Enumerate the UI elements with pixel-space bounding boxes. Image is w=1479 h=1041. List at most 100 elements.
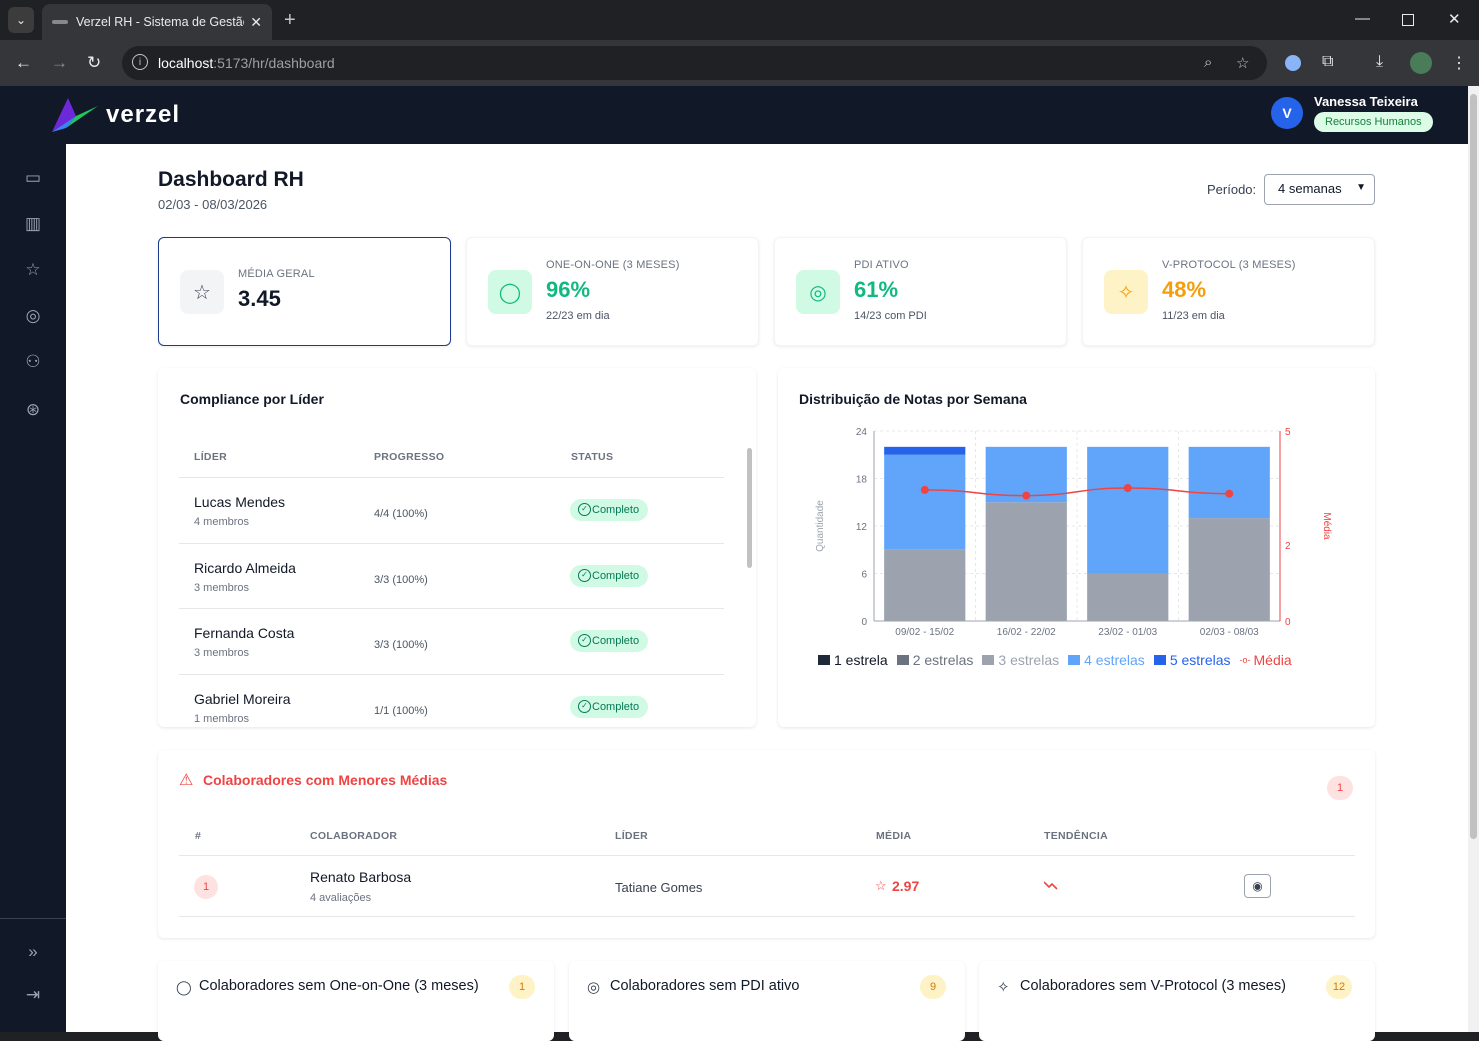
sidebar: ▭ ▥ ☆ ◎ ⚇ ⊛ » ⇥ [0,144,66,1032]
reload-icon[interactable]: ↻ [87,53,102,72]
card-label: V-PROTOCOL (3 MESES) [1162,259,1296,271]
panel-title: Colaboradores sem V-Protocol (3 meses) [1020,978,1286,994]
x-tick-label: 02/03 - 08/03 [1200,627,1259,638]
star-icon[interactable]: ☆ [25,260,41,279]
user-name: Vanessa Teixeira [1314,94,1418,109]
average-point [1123,484,1132,492]
employee-evals: 4 avaliações [310,892,372,904]
back-icon[interactable]: ← [15,53,32,72]
bar-segment [1087,573,1169,621]
download-icon[interactable]: ⤓ [1376,53,1384,70]
browser-tab[interactable]: Verzel RH - Sistema de Gestão d ✕ [42,4,272,40]
profile-avatar[interactable] [1410,52,1432,74]
address-bar[interactable]: i localhost:5173/hr/dashboard ⌕ ☆ [122,46,1267,80]
tab-search-button[interactable]: ⌄ [8,7,34,33]
id-card-icon[interactable]: ▭ [24,168,42,187]
card-media-geral[interactable]: ☆ MÉDIA GERAL 3.45 [158,237,451,346]
x-tick-label: 09/02 - 15/02 [895,627,954,638]
trend-down-icon [1044,881,1058,890]
table-row[interactable]: Ricardo Almeida 3 membros 3/3 (100%) Com… [179,543,724,609]
average-point [920,485,929,494]
page-scrollbar[interactable] [1468,86,1479,1032]
card-value: 48% [1162,277,1207,302]
view-button[interactable]: ◉ [1244,874,1271,898]
legend-label: 5 estrelas [1169,652,1231,668]
header-lider: LÍDER [194,451,227,463]
legend-swatch [818,655,830,665]
new-tab-button[interactable]: + [284,9,296,31]
forward-icon[interactable]: → [51,53,68,72]
site-info-icon[interactable]: i [132,54,148,70]
bar-segment [1188,518,1270,621]
status-badge: Completo [570,565,649,587]
avatar: V [1271,97,1303,129]
extensions-icon[interactable]: ⧉ [1322,53,1334,70]
url-host: localhost [158,55,214,71]
card-one-on-one[interactable]: ◯ ONE-ON-ONE (3 MESES) 96% 22/23 em dia [466,237,759,346]
leader-progress: 1/1 (100%) [374,705,428,717]
period-select[interactable]: 4 semanas ▼ [1264,174,1375,205]
leader-name: Fernanda Costa [194,625,295,641]
brain-icon[interactable]: ⊛ [25,400,41,419]
user-menu[interactable]: V Vanessa Teixeira Recursos Humanos [1271,94,1433,132]
table-row[interactable]: Fernanda Costa 3 membros 3/3 (100%) Comp… [179,608,724,674]
bar-segment [985,502,1067,621]
leader-members: 3 membros [194,582,250,594]
favicon-icon [52,20,68,24]
header-rank: # [195,830,202,842]
card-v-protocol[interactable]: ✧ V-PROTOCOL (3 MESES) 48% 11/23 em dia [1082,237,1375,346]
chat-icon: ◯ [488,270,532,314]
minimize-icon[interactable]: — [1355,10,1370,27]
average-point [1022,491,1031,500]
bar-segment [884,549,966,621]
zoom-icon[interactable]: ⌕ [1204,54,1213,71]
legend-item[interactable]: 3 estrelas [982,652,1059,668]
no-pdi-panel: ◎ Colaboradores sem PDI ativo 9 [569,961,965,1041]
chat-icon: ◯ [176,979,192,995]
legend-item[interactable]: 4 estrelas [1068,652,1145,668]
target-icon[interactable]: ◎ [25,306,41,325]
password-manager-icon[interactable] [1285,55,1301,71]
table-row[interactable]: Gabriel Moreira 1 membros 1/1 (100%) Com… [179,674,724,727]
bookmark-star-icon[interactable]: ☆ [1236,55,1250,72]
scroll-thumb[interactable] [1470,94,1477,839]
card-pdi-ativo[interactable]: ◎ PDI ATIVO 61% 14/23 com PDI [774,237,1067,346]
header-status: STATUS [571,451,614,463]
browser-toolbar: ← → ↻ i localhost:5173/hr/dashboard ⌕ ☆ … [0,40,1479,86]
chart-legend: 1 estrela 2 estrelas 3 estrelas 4 estrelas 5… [818,652,1301,668]
y-tick-label: 6 [861,570,867,581]
legend-item[interactable]: 1 estrela [818,652,888,668]
legend-item[interactable]: 2 estrelas [896,652,973,668]
header-colaborador: COLABORADOR [310,830,398,842]
header-tendencia: TENDÊNCIA [1044,830,1108,842]
legend-item[interactable]: -o- Média [1240,652,1292,668]
spark-icon: ✧ [1104,270,1148,314]
logout-icon[interactable]: ⇥ [25,985,41,1004]
legend-line-icon: -o- [1239,655,1251,665]
legend-swatch [1153,655,1166,665]
legend-item[interactable]: 5 estrelas [1153,652,1231,668]
menu-icon[interactable]: ⋮ [1451,55,1467,72]
leader-members: 1 membros [194,713,250,725]
close-tab-icon[interactable]: ✕ [250,13,262,30]
panel-scrollbar[interactable] [747,438,753,723]
date-range: 02/03 - 08/03/2026 [158,197,268,212]
y2-tick-label: 0 [1285,617,1291,628]
close-window-icon[interactable]: ✕ [1448,11,1461,28]
count-badge: 9 [920,975,946,999]
maximize-icon[interactable] [1402,14,1414,26]
expand-sidebar-icon[interactable]: » [28,942,38,961]
card-note: 14/23 com PDI [854,310,927,322]
page-title: Dashboard RH [158,168,304,191]
target-icon: ◎ [587,979,601,996]
legend-label: 1 estrela [834,652,888,668]
table-row[interactable]: Lucas Mendes 4 membros 4/4 (100%) Comple… [179,477,724,543]
legend-swatch [896,655,909,665]
tab-strip: ⌄ Verzel RH - Sistema de Gestão d ✕ + — … [0,0,1479,40]
table-row[interactable]: 1 Renato Barbosa 4 avaliações Tatiane Go… [179,855,1355,917]
users-icon[interactable]: ⚇ [25,352,41,371]
scroll-thumb[interactable] [747,448,752,568]
y-tick-label: 12 [856,522,868,533]
bar-chart-icon[interactable]: ▥ [24,214,42,233]
logo[interactable]: verzel [52,98,180,132]
